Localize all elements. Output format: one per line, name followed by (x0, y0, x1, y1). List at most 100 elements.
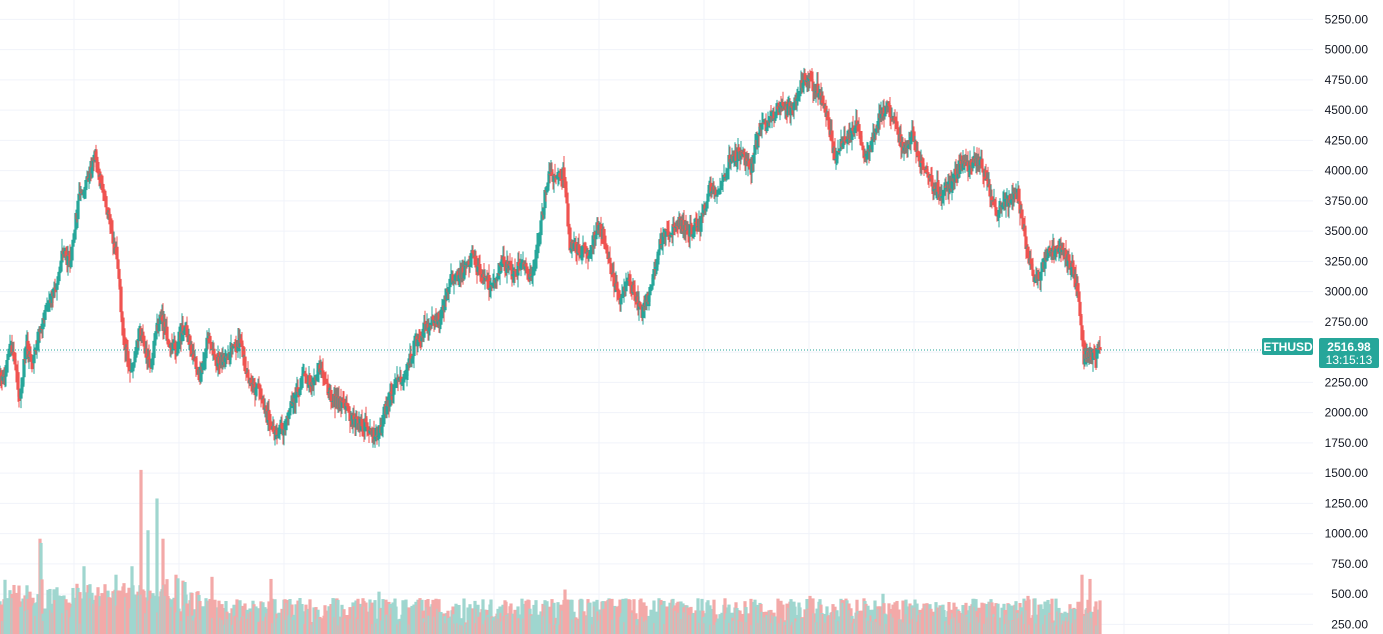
candle (1043, 249, 1047, 277)
candle-body (45, 306, 49, 309)
candle-body (411, 355, 415, 359)
candle-body (77, 193, 81, 201)
price-tick-label: 3000.00 (1325, 285, 1369, 299)
candle (368, 418, 372, 435)
candle (954, 159, 958, 183)
candle-body (651, 277, 655, 286)
volume-bar (298, 598, 302, 634)
candle (531, 259, 535, 287)
candle-body (1046, 250, 1050, 259)
candle-body (1098, 347, 1102, 351)
candle-body (734, 150, 738, 162)
candle-body (19, 388, 23, 399)
volume-bar (749, 598, 753, 634)
candle-body (605, 247, 609, 254)
candle-body (801, 82, 805, 89)
candle (587, 249, 591, 262)
candle-body (529, 274, 533, 278)
candle (684, 214, 688, 243)
candle-body (822, 102, 826, 109)
candle-countdown: 13:15:13 (1326, 353, 1373, 367)
candle (565, 181, 569, 206)
candle (447, 285, 451, 303)
candle-body (399, 376, 403, 385)
symbol-tag[interactable]: ETHUSD (1262, 338, 1313, 355)
last-price-tag[interactable]: 2516.98 13:15:13 (1319, 338, 1379, 368)
candle-body (996, 215, 1000, 217)
candle-body (327, 392, 331, 394)
candle (123, 328, 127, 363)
candle-body (203, 358, 207, 362)
candle-body (670, 234, 674, 236)
volume-bar (1010, 605, 1014, 634)
candle (884, 101, 888, 117)
candle-body (628, 280, 632, 287)
candle-body (641, 305, 645, 318)
candle-body (647, 295, 651, 302)
candle-body (507, 264, 511, 269)
candle-body (857, 124, 861, 132)
candle-body (1060, 248, 1064, 253)
candle (694, 211, 698, 232)
candle-body (765, 127, 769, 132)
candle (736, 137, 740, 170)
candle-body (821, 95, 825, 103)
candle-body (617, 290, 621, 294)
candle-body (850, 127, 854, 141)
candle-body (23, 359, 27, 361)
candle (32, 344, 36, 374)
candle (547, 162, 551, 191)
candle-body (449, 275, 453, 279)
candle-body (901, 141, 905, 151)
candle (66, 245, 70, 276)
candle-body (397, 377, 401, 380)
candle-body (665, 230, 669, 232)
candle-body (524, 263, 528, 267)
candle-body (984, 170, 988, 180)
candle-body (853, 127, 857, 134)
candle-body (535, 244, 539, 259)
candle-body (545, 186, 549, 193)
candle-body (296, 387, 300, 392)
candle-body (173, 343, 177, 349)
candle-body (403, 377, 407, 379)
candle-body (3, 376, 7, 378)
candle-body (21, 377, 25, 385)
candle (510, 257, 514, 287)
candle-body (55, 283, 59, 290)
candle-body (781, 101, 785, 106)
candle-body (1026, 246, 1030, 259)
candle (273, 431, 277, 446)
volume-bar (455, 606, 459, 634)
candle-body (753, 145, 757, 155)
volume-bar (324, 610, 328, 634)
candle-body (912, 131, 916, 142)
candle-body (556, 173, 560, 176)
candle (519, 254, 523, 277)
candle (385, 396, 389, 419)
candle-body (721, 178, 725, 181)
candle (305, 373, 309, 391)
candle-body (400, 382, 404, 385)
candle-body (704, 208, 708, 211)
candle-body (597, 225, 601, 231)
candle-body (921, 163, 925, 167)
candle-body (150, 358, 154, 368)
candle-body (361, 426, 365, 429)
candle-body (978, 159, 982, 166)
candle-body (213, 354, 217, 360)
candle-body (758, 126, 762, 135)
price-axis[interactable]: 5250.00 5000.00 4750.00 4500.00 4250.00 4000.… (1325, 12, 1369, 631)
price-tick-label: 1750.00 (1325, 436, 1369, 450)
candle (22, 348, 26, 387)
volume-bar (230, 608, 234, 634)
candle-body (565, 192, 569, 204)
candle (177, 326, 181, 353)
candle (268, 409, 272, 437)
candle-body (369, 429, 373, 431)
candle-body (249, 379, 253, 384)
candle-body (1074, 274, 1078, 287)
candle-body (619, 298, 623, 305)
